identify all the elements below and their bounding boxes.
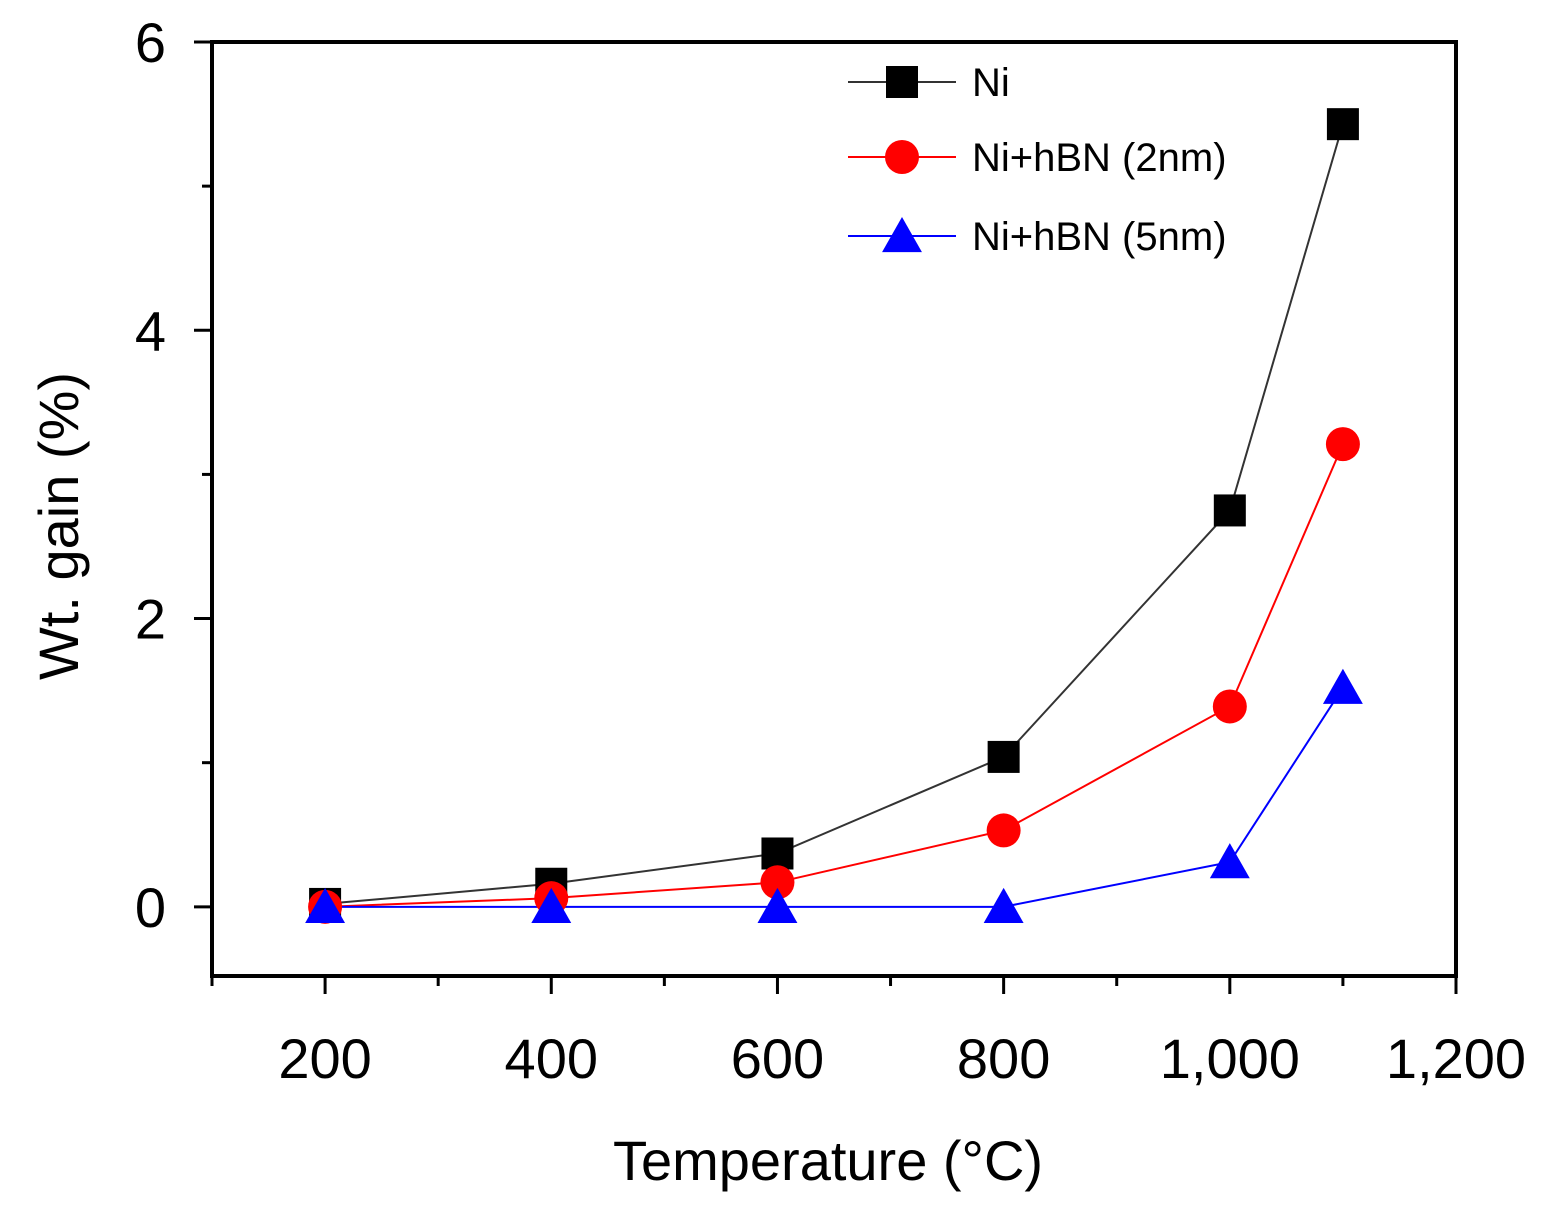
- data-point-ni-hbn-5nm: [983, 887, 1024, 923]
- data-point-ni-hbn-5nm: [1209, 843, 1250, 879]
- y-tick-label: 6: [135, 11, 166, 74]
- x-tick-label: 800: [957, 1027, 1050, 1090]
- data-point-ni-hbn-2nm: [1212, 689, 1247, 724]
- data-point-ni-hbn-2nm: [760, 865, 795, 900]
- x-tick-label: 600: [731, 1027, 824, 1090]
- legend-marker-ni: [886, 66, 918, 98]
- x-axis-title: Temperature (°C): [613, 1129, 1043, 1192]
- plot-frame: [210, 40, 1458, 978]
- data-point-ni: [1213, 494, 1246, 527]
- y-tick-label: 2: [135, 588, 166, 651]
- x-tick-label: 1,200: [1386, 1027, 1526, 1090]
- legend-label-ni-hbn-2nm: Ni+hBN (2nm): [972, 136, 1227, 180]
- series-line-ni: [325, 123, 1344, 905]
- data-point-ni: [1326, 108, 1359, 141]
- legend-label-ni-hbn-5nm: Ni+hBN (5nm): [972, 215, 1227, 259]
- x-tick-label: 200: [278, 1027, 371, 1090]
- data-point-ni-hbn-5nm: [757, 887, 798, 923]
- data-point-ni: [761, 837, 794, 870]
- series-line-ni-hbn-2nm: [325, 443, 1344, 908]
- data-point-ni-hbn-2nm: [1325, 427, 1360, 462]
- legend: Ni Ni+hBN (2nm) Ni+hBN (5nm): [848, 61, 1227, 259]
- legend-marker-ni-hbn-2nm: [885, 140, 919, 174]
- y-axis: 0 2 4 6: [135, 11, 212, 939]
- series-lines: [325, 123, 1344, 908]
- y-tick-label: 0: [135, 876, 166, 939]
- legend-marker-ni-hbn-5nm: [882, 217, 922, 253]
- y-axis-title: Wt. gain (%): [27, 372, 90, 680]
- data-point-ni-hbn-5nm: [305, 887, 346, 923]
- x-tick-label: 400: [505, 1027, 598, 1090]
- data-point-ni-hbn-5nm: [1322, 668, 1363, 704]
- x-axis: 200 400 600 800 1,000 1,200: [210, 976, 1526, 1090]
- legend-label-ni: Ni: [972, 61, 1010, 105]
- x-tick-label: 1,000: [1160, 1027, 1300, 1090]
- y-tick-label: 4: [135, 299, 166, 362]
- data-point-ni-hbn-2nm: [986, 813, 1021, 848]
- data-point-ni: [987, 740, 1020, 773]
- data-point-ni-hbn-5nm: [531, 887, 572, 923]
- series-markers: [305, 108, 1363, 924]
- series-line-ni-hbn-5nm: [325, 687, 1344, 908]
